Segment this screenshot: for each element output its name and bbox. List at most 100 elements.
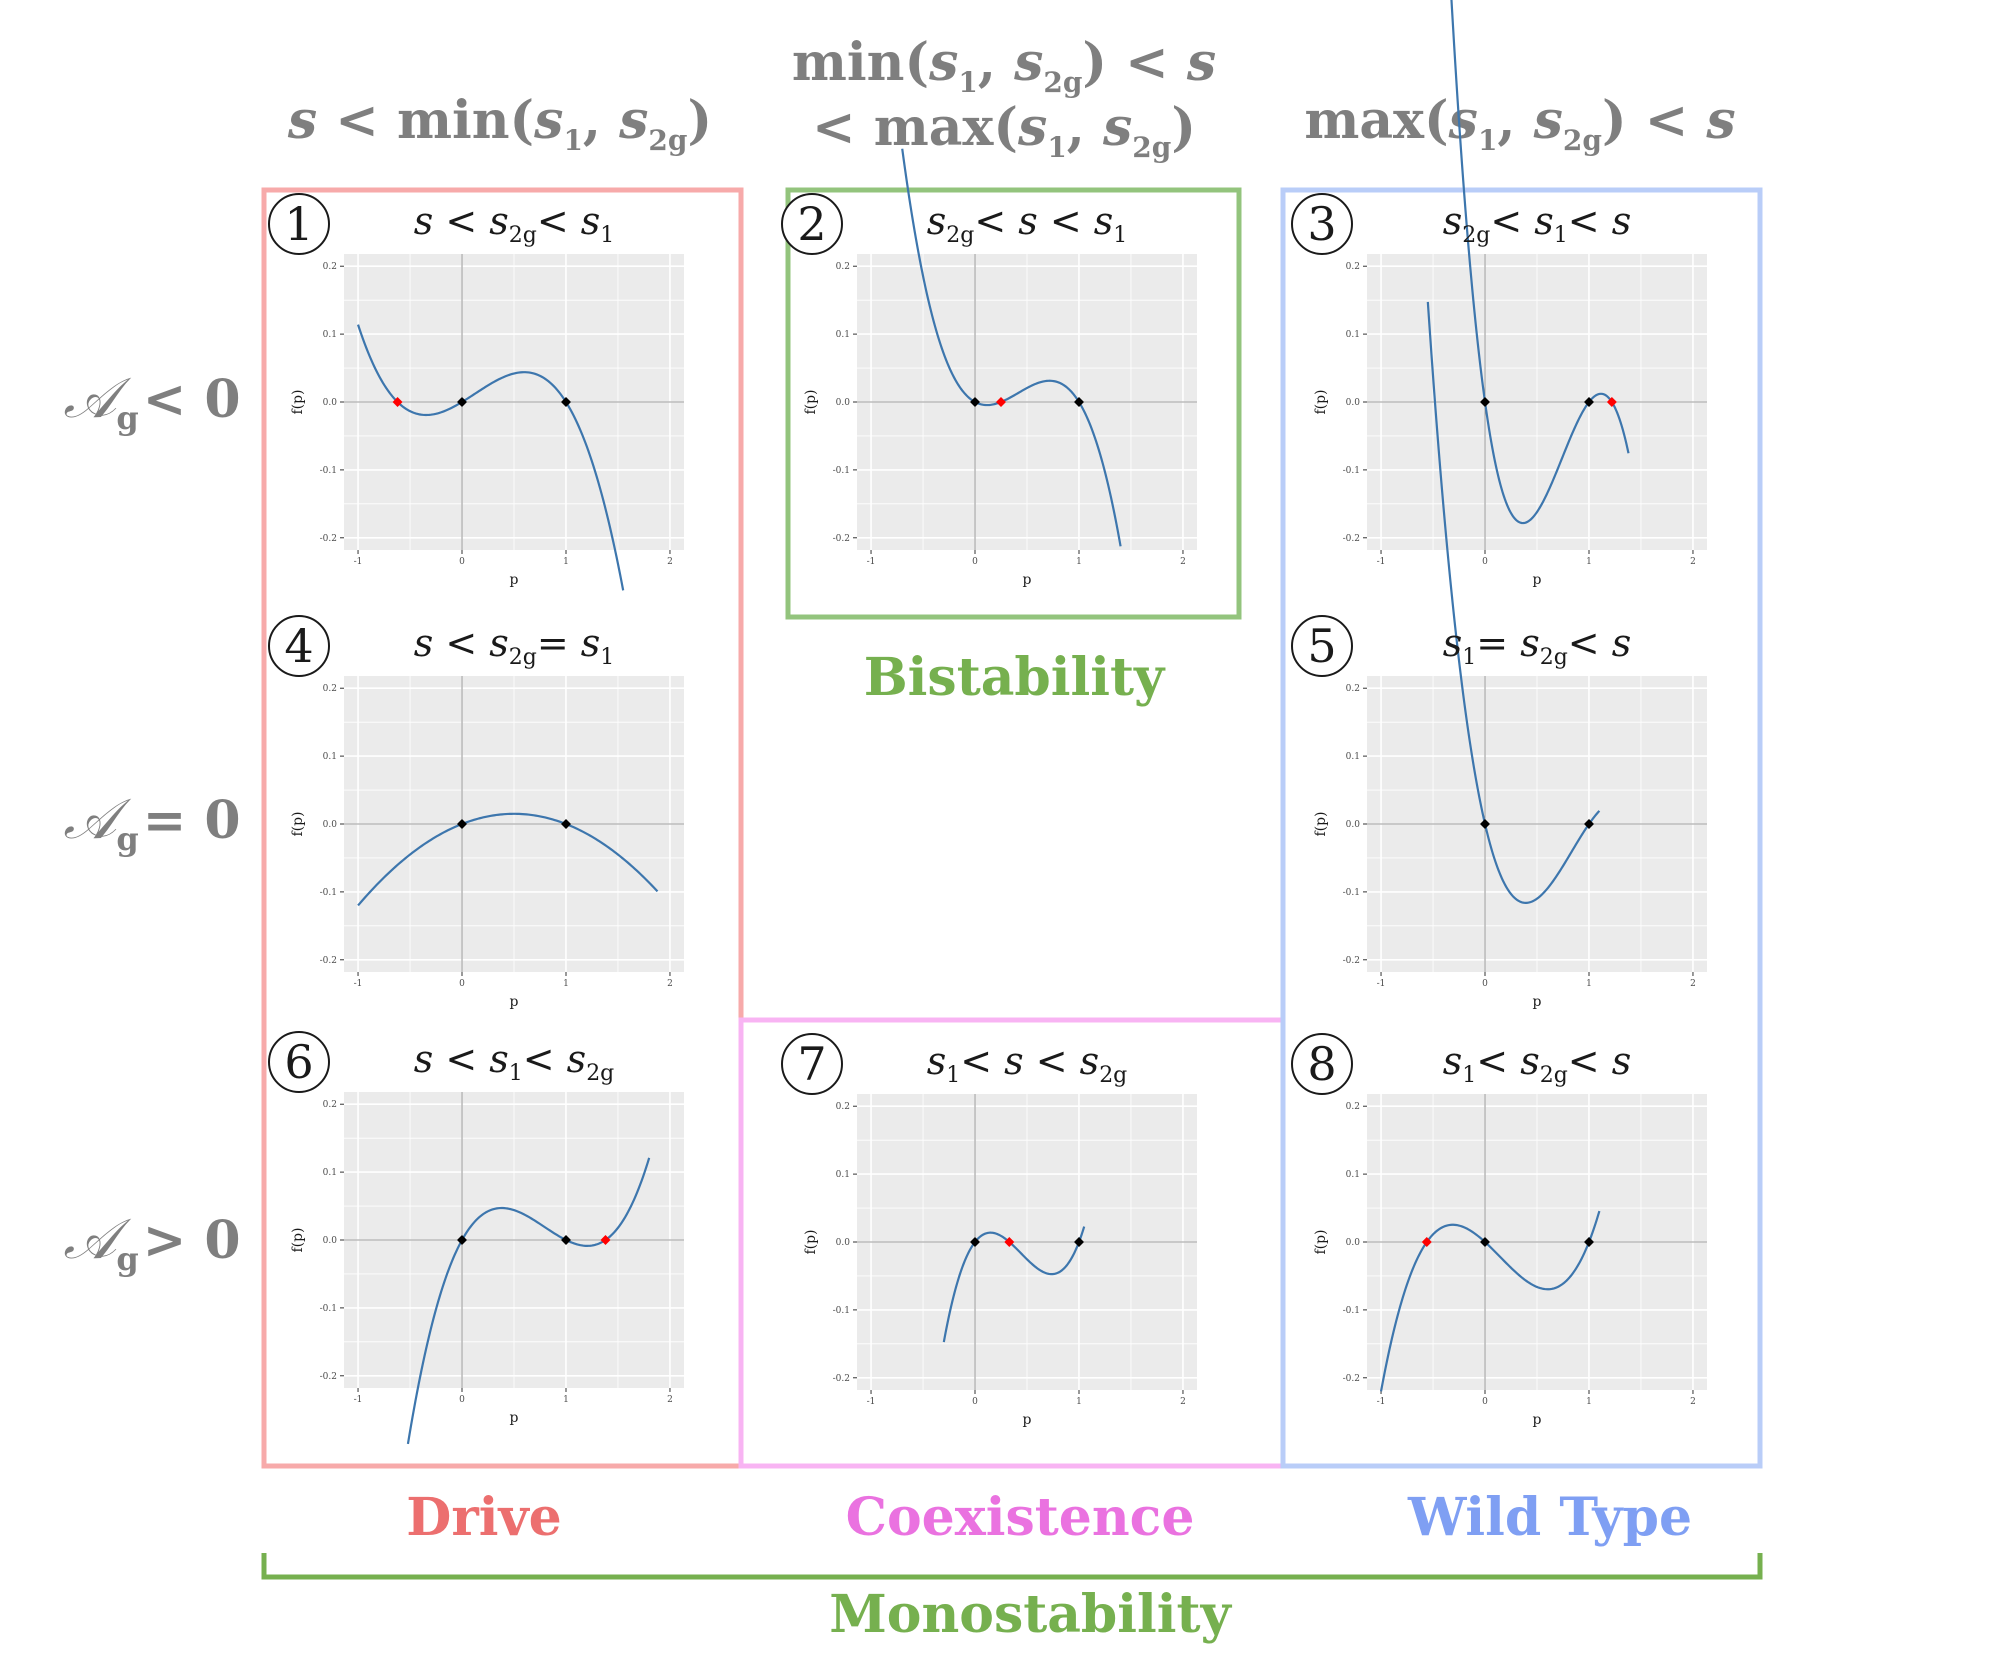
panel-3: -1 0 1 2 0.2 0.1 0.0 -0.1 -0.2 p f(p) 3 s2g< s1< s <box>1291 0 1707 588</box>
y-tick-label: 0.2 <box>323 262 337 272</box>
y-tick-label: 0.1 <box>323 330 337 340</box>
panel-title: s < s2g< s1 <box>414 199 615 248</box>
column-headers: s < min(s1, s2g) min(s1, s2g) < s < max(… <box>287 32 1736 164</box>
y-tick-label: -0.1 <box>1343 888 1360 898</box>
panel-5: -1 0 1 2 0.2 0.1 0.0 -0.1 -0.2 p f(p) 5 s1= s2g< s <box>1291 301 1707 1010</box>
x-tick-label: 1 <box>563 557 569 567</box>
x-tick-label: -1 <box>867 557 876 567</box>
x-tick-label: -1 <box>1377 1397 1386 1407</box>
panel-number: 1 <box>284 197 313 251</box>
f-curve <box>942 1226 1086 1343</box>
x-axis-label: p <box>1533 572 1542 588</box>
y-tick-label: 0.0 <box>1346 398 1361 408</box>
panel-number-circle <box>268 615 330 677</box>
stable-equilibrium-point <box>1583 397 1594 407</box>
column-header-2-line1: min(s1, s2g) < s <box>792 32 1216 99</box>
panel-2: -1 0 1 2 0.2 0.1 0.0 -0.1 -0.2 p f(p) 2 s2g< s < s1 <box>781 148 1197 588</box>
y-tick-label: 0.0 <box>836 398 851 408</box>
bistability-label: Bistability <box>864 647 1166 708</box>
panel-number: 6 <box>284 1035 313 1089</box>
drive-label: Drive <box>406 1487 562 1548</box>
x-tick-label: 2 <box>1690 1397 1696 1407</box>
x-axis-label: p <box>510 994 519 1010</box>
panel-title: s < s2g= s1 <box>414 621 615 670</box>
y-tick-label: -0.1 <box>320 888 337 898</box>
y-tick-label: 0.1 <box>323 1168 337 1178</box>
x-tick-label: 0 <box>459 557 465 567</box>
x-tick-label: 0 <box>1482 557 1488 567</box>
y-tick-label: 0.0 <box>1346 1238 1361 1248</box>
region-boxes <box>261 187 1763 1469</box>
f-curve <box>356 324 625 591</box>
x-tick-label: 1 <box>563 1395 569 1405</box>
x-tick-label: 1 <box>1076 557 1082 567</box>
x-axis-label: p <box>1023 572 1032 588</box>
panel-4: -1 0 1 2 0.2 0.1 0.0 -0.1 -0.2 p f(p) 4 s < s2g= s1 <box>268 615 684 1010</box>
panel-number-circle <box>268 193 330 255</box>
x-axis-label: p <box>510 572 519 588</box>
row-header-1: 𝒜g< 0 <box>63 366 240 437</box>
y-tick-label: 0.0 <box>323 820 338 830</box>
panel-title: s2g< s < s1 <box>927 199 1128 248</box>
panel-8: -1 0 1 2 0.2 0.1 0.0 -0.1 -0.2 p f(p) 8 s1< s2g< s <box>1291 1033 1707 1428</box>
wild-type-label: Wild Type <box>1407 1487 1692 1548</box>
stable-equilibrium-point <box>560 819 571 829</box>
y-tick-label: -0.2 <box>833 534 850 544</box>
x-tick-label: 0 <box>1482 1397 1488 1407</box>
stable-equilibrium-point <box>1480 397 1491 407</box>
x-tick-label: -1 <box>354 979 363 989</box>
stable-equilibrium-point <box>1480 1237 1491 1247</box>
column-header-3: max(s1, s2g) < s <box>1304 90 1735 157</box>
row-headers: 𝒜g< 0 𝒜g= 0 𝒜g> 0 <box>63 366 240 1278</box>
f-curve <box>901 148 1122 547</box>
x-tick-label: 2 <box>1690 979 1696 989</box>
y-tick-label: -0.2 <box>1343 1374 1360 1384</box>
panel-number-circle <box>1291 1033 1353 1095</box>
unstable-equilibrium-point <box>1421 1237 1432 1247</box>
y-tick-label: 0.1 <box>836 330 850 340</box>
panel-title: s1< s < s2g <box>927 1039 1128 1088</box>
y-tick-label: 0.1 <box>1346 1170 1360 1180</box>
y-tick-label: 0.2 <box>1346 1102 1360 1112</box>
stable-equilibrium-point <box>1480 819 1491 829</box>
unstable-equilibrium-point <box>392 397 403 407</box>
x-tick-label: 0 <box>1482 979 1488 989</box>
panel-6: -1 0 1 2 0.2 0.1 0.0 -0.1 -0.2 p f(p) 6 s < s1< s2g <box>268 1031 684 1445</box>
panel-7: -1 0 1 2 0.2 0.1 0.0 -0.1 -0.2 p f(p) 7 s1< s < s2g <box>781 1033 1197 1428</box>
x-tick-label: -1 <box>1377 557 1386 567</box>
x-tick-label: 1 <box>563 979 569 989</box>
y-tick-label: 0.2 <box>836 262 850 272</box>
y-axis-label: f(p) <box>1313 389 1329 414</box>
y-tick-label: 0.1 <box>1346 752 1360 762</box>
panel-number: 4 <box>284 619 313 673</box>
y-tick-label: -0.1 <box>833 466 850 476</box>
x-tick-label: 0 <box>972 1397 978 1407</box>
y-axis-label: f(p) <box>1313 811 1329 836</box>
stable-equilibrium-point <box>1583 1237 1594 1247</box>
y-axis-label: f(p) <box>290 1227 306 1252</box>
row-header-2: 𝒜g= 0 <box>63 787 240 858</box>
x-tick-label: 1 <box>1586 979 1592 989</box>
panel-title: s1< s2g< s <box>1443 1039 1631 1088</box>
y-tick-label: -0.1 <box>1343 466 1360 476</box>
y-tick-label: -0.1 <box>320 1304 337 1314</box>
x-axis-label: p <box>1533 1412 1542 1428</box>
x-tick-label: 2 <box>667 1395 673 1405</box>
unstable-equilibrium-point <box>1606 397 1617 407</box>
stable-equilibrium-point <box>457 1235 468 1245</box>
monostability-label: Monostability <box>829 1584 1232 1645</box>
panel-number-circle <box>1291 615 1353 677</box>
x-tick-label: 2 <box>667 979 673 989</box>
panel-number: 2 <box>797 197 826 251</box>
f-curve <box>1426 301 1601 904</box>
x-tick-label: 0 <box>972 557 978 567</box>
x-tick-label: -1 <box>354 1395 363 1405</box>
f-curve <box>406 1157 651 1445</box>
stable-equilibrium-point <box>457 819 468 829</box>
stable-equilibrium-point <box>1583 819 1594 829</box>
panel-number: 8 <box>1307 1037 1336 1091</box>
x-axis-label: p <box>510 1410 519 1426</box>
panel-title: s < s1< s2g <box>414 1037 615 1086</box>
f-curve <box>357 812 659 907</box>
y-tick-label: -0.1 <box>320 466 337 476</box>
